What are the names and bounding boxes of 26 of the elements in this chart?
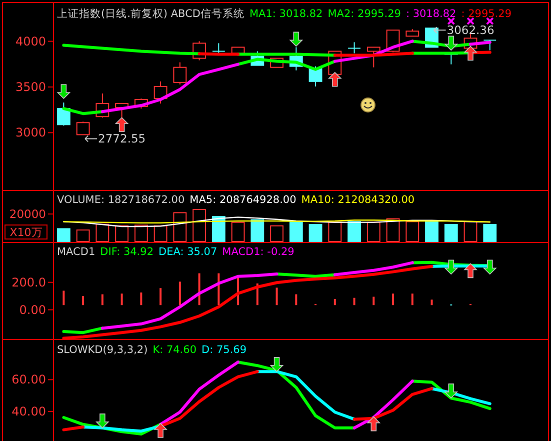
y-tick-label: 4000 xyxy=(15,34,46,48)
y-tick-label: 60.00 xyxy=(12,372,46,387)
y-tick-label: 3500 xyxy=(15,80,46,94)
chart-title: VOLUME: 182718672.00 xyxy=(57,194,185,206)
y-tick-label: 3000 xyxy=(15,126,46,140)
annotation: MA1: 3018.82 xyxy=(250,8,323,20)
annotation: MA2: 2995.29 xyxy=(328,8,401,20)
annotation: : 2995.29 xyxy=(461,8,512,20)
chart-title: MACD1 xyxy=(57,246,96,258)
y-tick-label: 40.00 xyxy=(12,404,46,418)
annotation: MACD1: -0.29 xyxy=(222,246,294,258)
annotation: K: 74.60 xyxy=(152,344,197,356)
unit-box: X10万 xyxy=(4,224,48,240)
text: MA5: 208764928.00 xyxy=(190,194,296,206)
annotation: DEA: 35.07 xyxy=(158,246,218,258)
annotation: D: 75.69 xyxy=(202,344,247,356)
annotation: 3062.36 xyxy=(446,23,494,38)
chart-title: 上证指数(日线.前复权) ABCD信号系统 xyxy=(57,7,244,20)
annotation: : 3018.82 xyxy=(406,8,456,20)
annotation: DIF: 34.92 xyxy=(100,246,154,258)
text: 20000 xyxy=(9,207,46,221)
y-tick-label: 0.00 xyxy=(19,302,46,317)
chart-title: SLOWKD(9,3,3,2) xyxy=(57,344,148,356)
text: MA10: 212084320.00 xyxy=(301,194,415,206)
annotation: 2772.55 xyxy=(98,132,146,146)
y-tick-label: 200.0 xyxy=(12,275,46,290)
